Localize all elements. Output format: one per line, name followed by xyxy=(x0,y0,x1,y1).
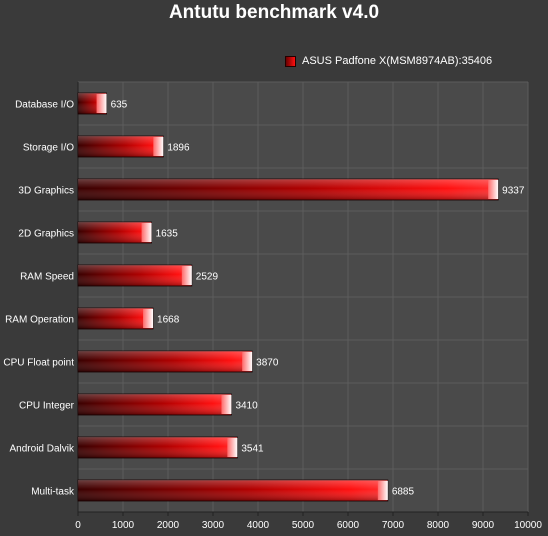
x-tick-label: 3000 xyxy=(202,520,225,531)
bar xyxy=(77,135,164,158)
x-tick-label: 9000 xyxy=(472,520,495,531)
x-tick-label: 4000 xyxy=(247,520,270,531)
bar-cap xyxy=(488,180,499,199)
x-tick-label: 5000 xyxy=(292,520,315,531)
data-label: 3870 xyxy=(256,358,279,369)
bar-shade xyxy=(78,308,154,329)
bar-cap xyxy=(96,94,107,113)
y-tick-label: 3D Graphics xyxy=(18,186,74,197)
bar xyxy=(77,178,499,201)
data-label: 635 xyxy=(111,100,128,111)
legend-swatch xyxy=(285,55,296,67)
y-tick-label: Android Dalvik xyxy=(10,444,75,455)
chart-title: Antutu benchmark v4.0 xyxy=(168,2,380,23)
bar-shade xyxy=(78,351,253,372)
x-tick-label: 2000 xyxy=(157,520,180,531)
bar-shade xyxy=(78,222,152,243)
data-label: 6885 xyxy=(392,487,415,498)
x-tick-label: 7000 xyxy=(382,520,405,531)
bar-shade xyxy=(78,265,192,286)
data-label: 2529 xyxy=(196,272,219,283)
bar xyxy=(77,92,107,115)
bar-cap xyxy=(242,352,253,371)
data-label: 3541 xyxy=(241,444,264,455)
data-label: 3410 xyxy=(235,401,258,412)
bar xyxy=(77,393,232,416)
y-tick-label: CPU Integer xyxy=(19,401,75,412)
bar xyxy=(77,436,238,459)
bar xyxy=(77,307,154,330)
y-tick-label: CPU Float point xyxy=(3,358,74,369)
bar-cap xyxy=(153,137,164,156)
bar xyxy=(77,479,389,502)
bar xyxy=(77,350,253,373)
x-tick-label: 10000 xyxy=(514,520,542,531)
legend-label: ASUS Padfone X(MSM8974AB):35406 xyxy=(302,55,493,67)
data-label: 9337 xyxy=(502,186,525,197)
y-tick-label: RAM Operation xyxy=(5,315,74,326)
bar-cap xyxy=(141,223,152,242)
x-tick-label: 6000 xyxy=(337,520,360,531)
bar-cap xyxy=(143,309,154,328)
y-tick-label: Storage I/O xyxy=(23,143,74,154)
x-tick-label: 1000 xyxy=(112,520,135,531)
y-tick-label: RAM Speed xyxy=(20,272,74,283)
data-label: 1668 xyxy=(157,315,180,326)
x-tick-label: 8000 xyxy=(427,520,450,531)
bar-cap xyxy=(181,266,192,285)
bar-shade xyxy=(78,437,238,458)
bar-cap xyxy=(227,438,238,457)
bar-shade xyxy=(78,480,388,501)
bar-shade xyxy=(78,179,499,200)
y-tick-label: Multi-task xyxy=(31,487,75,498)
y-tick-label: Database I/O xyxy=(15,100,74,111)
data-label: 1896 xyxy=(167,143,190,154)
bar xyxy=(77,221,152,244)
legend: ASUS Padfone X(MSM8974AB):35406 xyxy=(285,55,492,67)
bar-shade xyxy=(78,136,164,157)
bar-cap xyxy=(221,395,232,414)
bar-shade xyxy=(78,394,232,415)
bar-cap xyxy=(377,481,388,500)
bar xyxy=(77,264,193,287)
y-tick-label: 2D Graphics xyxy=(18,229,74,240)
x-tick-label: 0 xyxy=(75,520,81,531)
data-label: 1635 xyxy=(156,229,179,240)
